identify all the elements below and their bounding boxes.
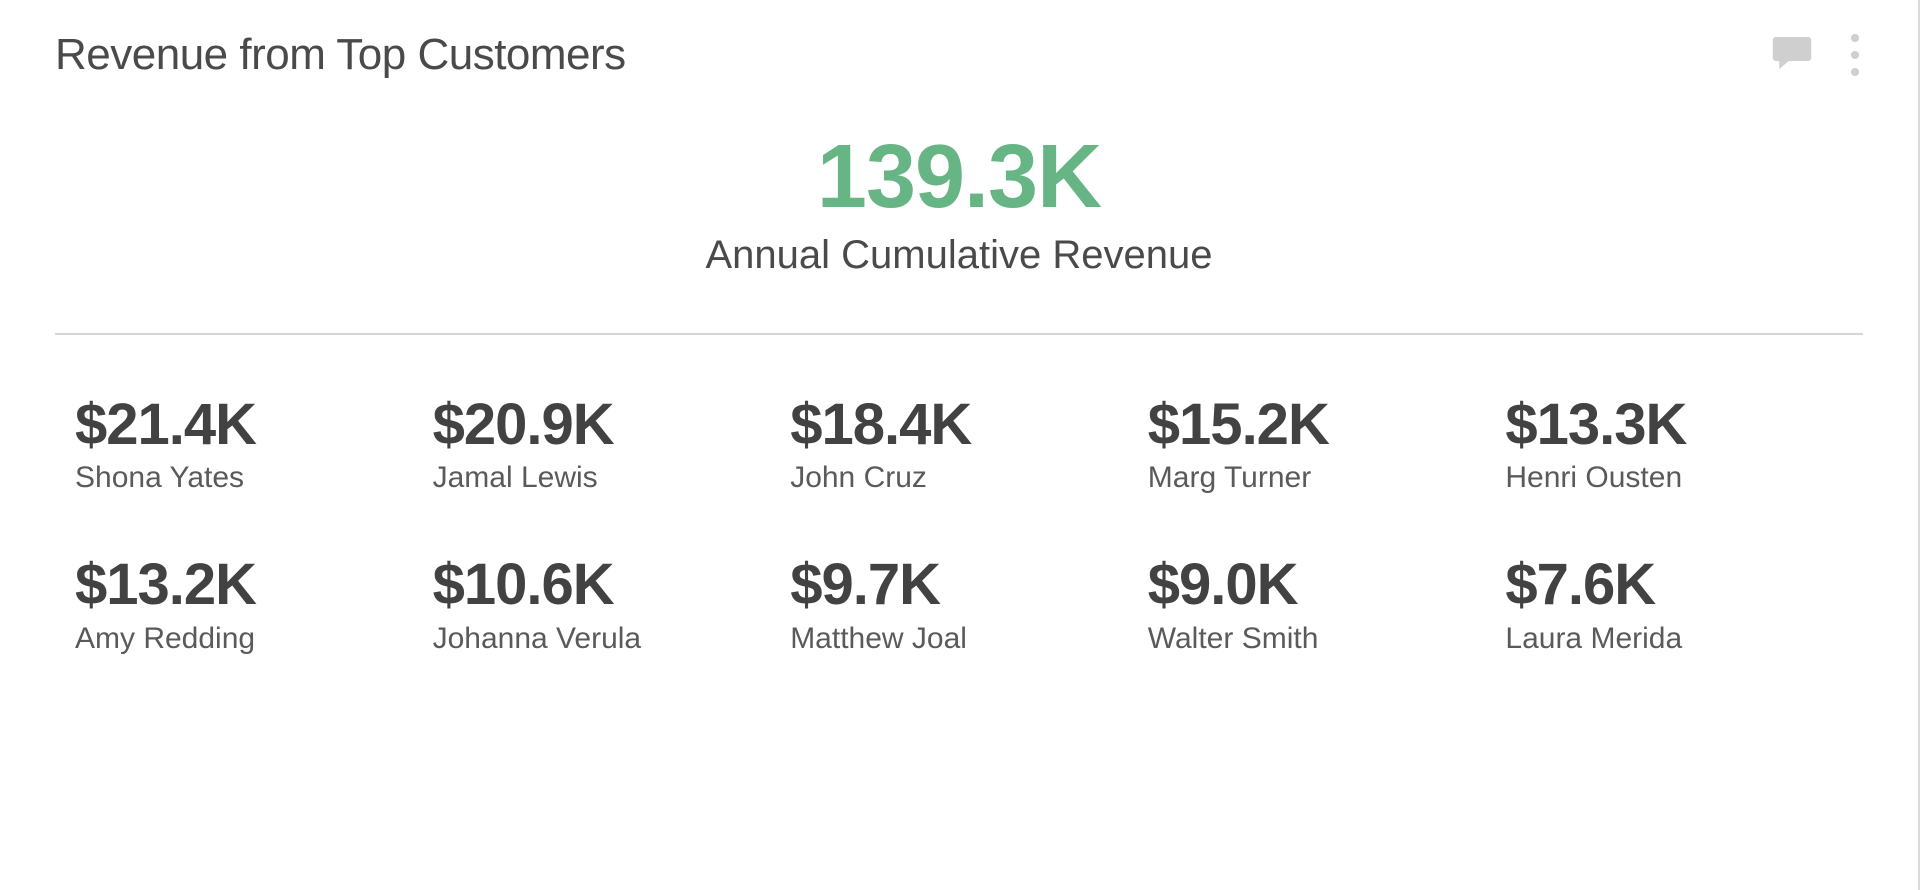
customer-name: Shona Yates bbox=[75, 461, 244, 495]
kpi-section: 139.3K Annual Cumulative Revenue bbox=[55, 130, 1863, 278]
customer-value: $20.9K bbox=[433, 395, 614, 456]
customer-cell: $9.0K Walter Smith bbox=[1148, 555, 1486, 656]
customer-name: Walter Smith bbox=[1148, 622, 1319, 656]
customer-name: Amy Redding bbox=[75, 622, 255, 656]
more-menu-icon[interactable] bbox=[1847, 30, 1863, 80]
customer-value: $7.6K bbox=[1505, 555, 1655, 616]
customer-name: John Cruz bbox=[790, 461, 927, 495]
customer-cell: $7.6K Laura Merida bbox=[1505, 555, 1843, 656]
widget-title: Revenue from Top Customers bbox=[55, 30, 626, 80]
customer-cell: $20.9K Jamal Lewis bbox=[433, 395, 771, 496]
customer-name: Matthew Joal bbox=[790, 622, 967, 656]
customer-cell: $21.4K Shona Yates bbox=[75, 395, 413, 496]
customer-value: $18.4K bbox=[790, 395, 971, 456]
customers-grid: $21.4K Shona Yates $20.9K Jamal Lewis $1… bbox=[55, 395, 1863, 657]
customer-value: $21.4K bbox=[75, 395, 256, 456]
customer-value: $13.3K bbox=[1505, 395, 1686, 456]
customer-value: $9.0K bbox=[1148, 555, 1298, 616]
customer-cell: $13.2K Amy Redding bbox=[75, 555, 413, 656]
revenue-widget: Revenue from Top Customers 139.3K Annual… bbox=[0, 0, 1920, 890]
comment-icon[interactable] bbox=[1772, 37, 1812, 74]
customer-cell: $15.2K Marg Turner bbox=[1148, 395, 1486, 496]
customer-name: Laura Merida bbox=[1505, 622, 1682, 656]
customer-name: Jamal Lewis bbox=[433, 461, 598, 495]
customer-value: $13.2K bbox=[75, 555, 256, 616]
customer-name: Marg Turner bbox=[1148, 461, 1311, 495]
customer-name: Johanna Verula bbox=[433, 622, 642, 656]
customer-name: Henri Ousten bbox=[1505, 461, 1682, 495]
customer-cell: $18.4K John Cruz bbox=[790, 395, 1128, 496]
widget-header: Revenue from Top Customers bbox=[55, 30, 1863, 80]
kpi-value: 139.3K bbox=[55, 130, 1863, 225]
customer-cell: $13.3K Henri Ousten bbox=[1505, 395, 1843, 496]
customer-value: $15.2K bbox=[1148, 395, 1329, 456]
customer-value: $10.6K bbox=[433, 555, 614, 616]
customer-cell: $10.6K Johanna Verula bbox=[433, 555, 771, 656]
section-divider bbox=[55, 333, 1863, 335]
kpi-label: Annual Cumulative Revenue bbox=[55, 233, 1863, 278]
customer-cell: $9.7K Matthew Joal bbox=[790, 555, 1128, 656]
customer-value: $9.7K bbox=[790, 555, 940, 616]
widget-actions bbox=[1772, 30, 1863, 80]
